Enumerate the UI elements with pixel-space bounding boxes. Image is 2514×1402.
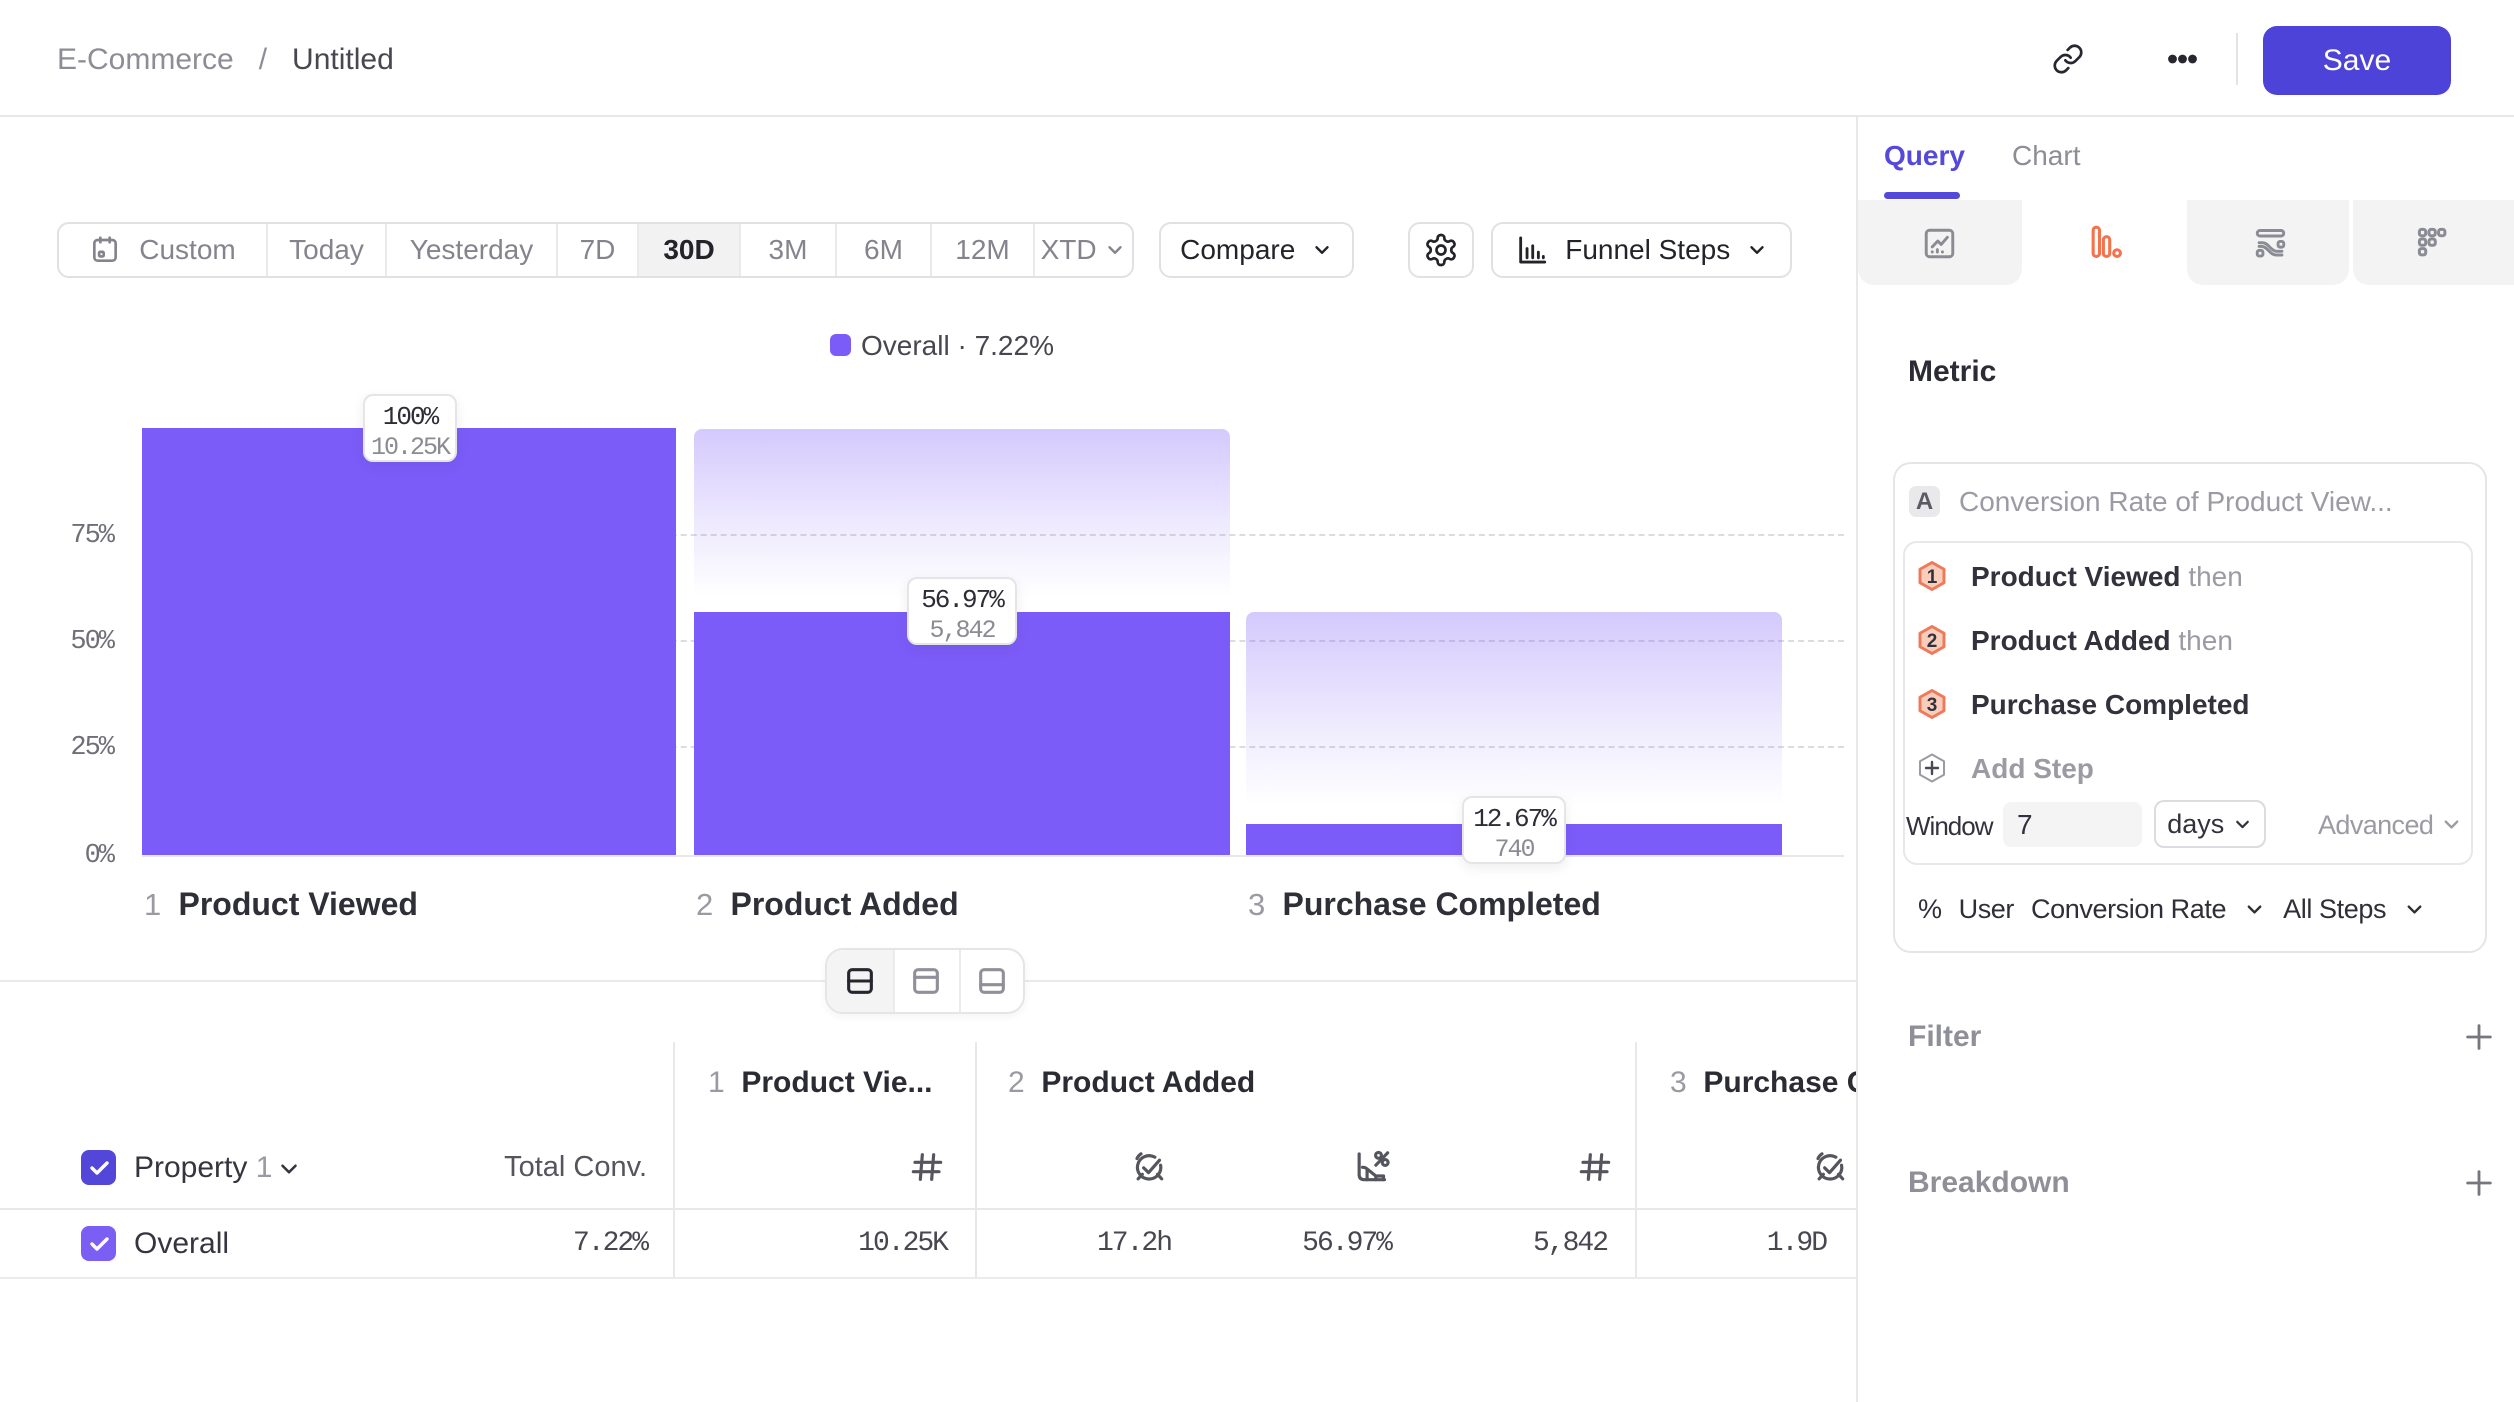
svg-text:2: 2 <box>1927 631 1938 652</box>
svg-text:3: 3 <box>1927 695 1938 716</box>
svg-text:1: 1 <box>1927 567 1938 588</box>
